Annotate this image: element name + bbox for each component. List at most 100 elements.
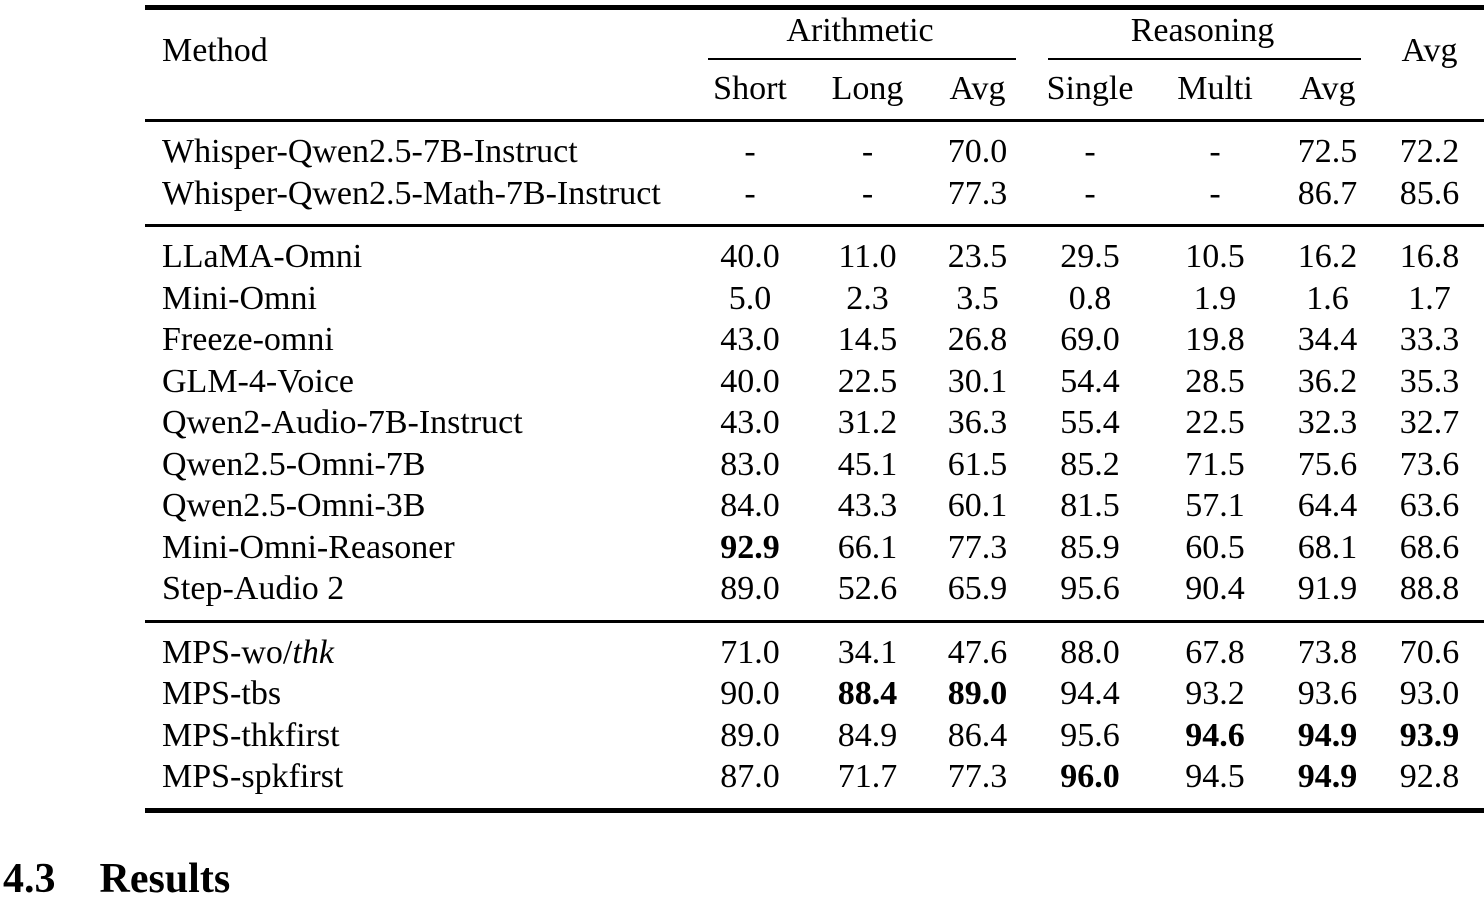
table-row: MPS-tbs 90.0 88.4 89.0 94.4 93.2 93.6 93.0 (145, 673, 1484, 715)
value-cell: 2.3 (846, 279, 889, 317)
col-group-arithmetic-label: Arithmetic (786, 11, 934, 49)
value-cell: 89.0 (947, 675, 1008, 712)
value-cell: 5.0 (728, 279, 772, 317)
header-sub-row: Short Long Avg Single Multi Avg (145, 59, 1484, 122)
value-cell: 75.6 (1297, 445, 1358, 483)
value-cell: 16.8 (1399, 238, 1460, 275)
value-cell: 19.8 (1185, 321, 1245, 358)
value-cell: - (1209, 174, 1221, 212)
value-cell: 64.4 (1297, 487, 1358, 524)
table-row: Mini-Omni-Reasoner 92.9 66.1 77.3 85.9 60.5 68… (145, 527, 1484, 569)
value-cell: 11.0 (838, 238, 897, 275)
value-cell: 92.9 (720, 528, 780, 566)
table-row: LLaMA-Omni 40.0 11.0 23.5 29.5 10.5 16.2 16.8 (145, 226, 1484, 278)
value-cell: 77.3 (947, 174, 1008, 212)
value-cell: 43.3 (837, 487, 898, 524)
value-cell: 93.2 (1185, 675, 1245, 712)
table-row: Mini-Omni 5.0 2.3 3.5 0.8 1.9 1.6 1.7 (145, 278, 1484, 320)
value-cell: 34.1 (837, 633, 898, 671)
col-subheader-long: Long (810, 59, 925, 122)
value-cell: 3.5 (956, 279, 999, 317)
value-cell: 94.9 (1297, 716, 1358, 754)
value-cell: 81.5 (1060, 487, 1120, 524)
value-cell: - (1209, 133, 1221, 170)
table-row: Freeze-omni 43.0 14.5 26.8 69.0 19.8 34.4 33.3 (145, 319, 1484, 361)
value-cell: 89.0 (720, 570, 780, 607)
value-cell: 83.0 (720, 445, 780, 483)
method-cell: MPS-spkfirst (162, 758, 344, 795)
value-cell: 73.8 (1297, 633, 1358, 671)
value-cell: 1.6 (1306, 279, 1349, 317)
value-cell: 1.9 (1193, 279, 1237, 317)
value-cell: 94.5 (1185, 758, 1245, 795)
value-cell: 71.0 (720, 633, 780, 671)
value-cell: 85.9 (1060, 528, 1120, 566)
method-cell: Step-Audio 2 (162, 570, 345, 607)
value-cell: 84.9 (837, 716, 898, 754)
value-cell: 91.9 (1297, 570, 1358, 607)
value-cell: 89.0 (720, 716, 780, 754)
value-cell: 70.6 (1399, 633, 1460, 671)
method-cell: Whisper-Qwen2.5-Math-7B-Instruct (162, 174, 661, 212)
method-cell: Whisper-Qwen2.5-7B-Instruct (162, 133, 578, 170)
value-cell: 88.8 (1399, 570, 1460, 607)
col-subheader-reason-avg: Avg (1280, 59, 1376, 122)
section-heading: 4.3 Results (3, 858, 230, 900)
method-cell: GLM-4-Voice (162, 362, 354, 400)
value-cell: 93.0 (1399, 675, 1460, 712)
table-header: Method Arithmetic Reasoning Avg Short Lo… (145, 7, 1484, 122)
value-cell: 88.4 (837, 675, 898, 712)
value-cell: 61.5 (947, 445, 1008, 483)
table-group-omni-models: LLaMA-Omni 40.0 11.0 23.5 29.5 10.5 16.2 16.8 Mi… (145, 225, 1484, 622)
value-cell: 55.4 (1060, 404, 1120, 441)
value-cell: 70.0 (947, 133, 1008, 170)
value-cell: 60.1 (947, 487, 1008, 524)
value-cell: 40.0 (720, 238, 780, 275)
value-cell: 93.6 (1297, 675, 1358, 712)
value-cell: 94.9 (1297, 758, 1358, 795)
method-italic-suffix: thk (292, 633, 334, 671)
value-cell: 28.5 (1185, 362, 1245, 400)
section-number: 4.3 (3, 856, 56, 902)
col-subheader-arith-avg: Avg (925, 59, 1031, 122)
value-cell: 31.2 (837, 404, 898, 441)
value-cell: 22.5 (837, 362, 898, 400)
value-cell: 23.5 (947, 238, 1008, 275)
value-cell: 40.0 (720, 362, 780, 400)
table-row: Qwen2-Audio-7B-Instruct 43.0 31.2 36.3 55.4 2… (145, 402, 1484, 444)
value-cell: 26.8 (947, 321, 1008, 358)
value-cell: 36.2 (1297, 362, 1358, 400)
value-cell: - (861, 174, 874, 212)
value-cell: 22.5 (1185, 404, 1245, 441)
value-cell: 43.0 (720, 321, 780, 358)
value-cell: 57.1 (1185, 487, 1245, 524)
value-cell: - (744, 174, 756, 212)
value-cell: 54.4 (1060, 362, 1120, 400)
header-group-row: Method Arithmetic Reasoning Avg (145, 7, 1484, 122)
value-cell: 95.6 (1060, 716, 1120, 754)
value-cell: 0.8 (1068, 279, 1112, 317)
value-cell: 43.0 (720, 404, 780, 441)
value-cell: 73.6 (1399, 445, 1460, 483)
section-title: Results (99, 856, 231, 902)
value-cell: 36.3 (947, 404, 1008, 441)
method-cell: Qwen2-Audio-7B-Instruct (162, 404, 523, 441)
col-subheader-multi: Multi (1150, 59, 1281, 122)
value-cell: 94.6 (1185, 716, 1245, 754)
value-cell: 63.6 (1399, 487, 1460, 524)
value-cell: - (744, 133, 756, 170)
value-cell: 52.6 (837, 570, 898, 607)
table-row: Qwen2.5-Omni-7B 83.0 45.1 61.5 85.2 71.5 75.6 7… (145, 444, 1484, 486)
value-cell: 71.5 (1185, 445, 1245, 483)
col-group-reasoning-label: Reasoning (1130, 11, 1275, 49)
value-cell: 30.1 (947, 362, 1008, 400)
col-subheader-single: Single (1030, 59, 1151, 122)
value-cell: 86.7 (1297, 174, 1358, 212)
value-cell: 86.4 (947, 716, 1008, 754)
col-group-arithmetic: Arithmetic (690, 8, 1030, 60)
value-cell: 94.4 (1060, 675, 1120, 712)
value-cell: 90.0 (720, 675, 780, 712)
value-cell: 1.7 (1408, 279, 1451, 317)
value-cell: 67.8 (1185, 633, 1245, 671)
